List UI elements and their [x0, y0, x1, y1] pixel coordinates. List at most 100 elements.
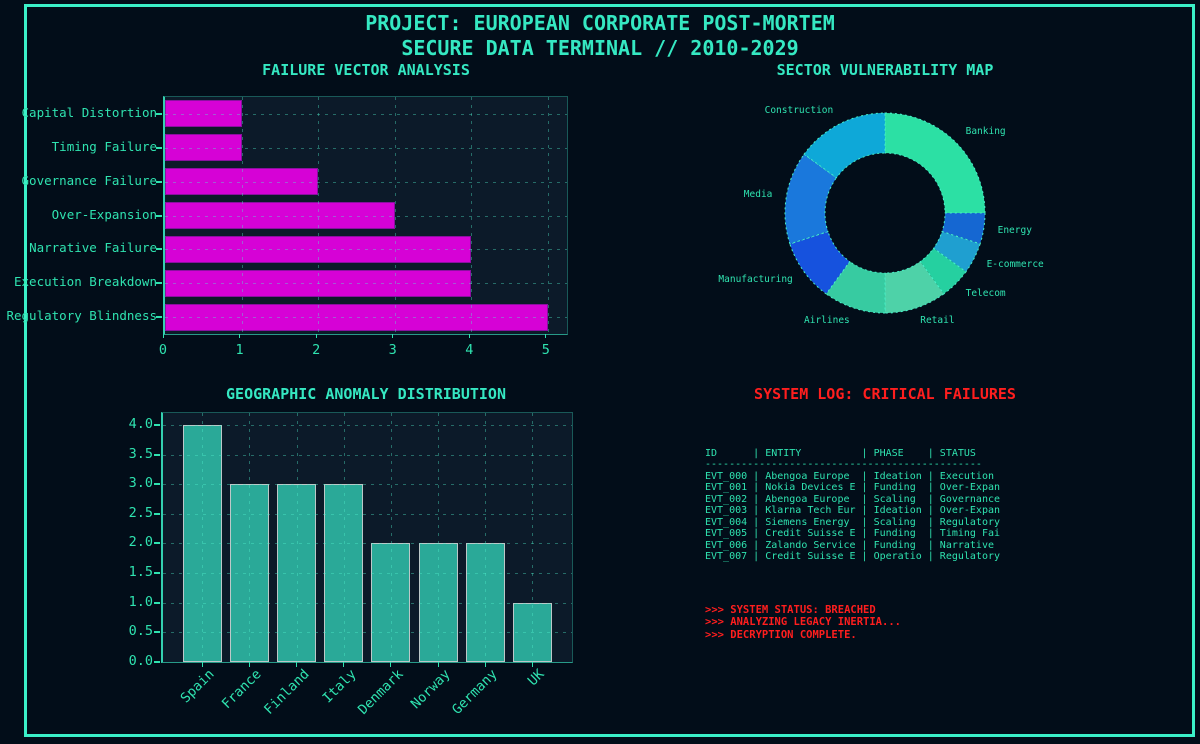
geo-chart-title: GEOGRAPHIC ANOMALY DISTRIBUTION	[226, 385, 506, 403]
gridline-col-5	[438, 413, 440, 662]
gridline-x-3	[394, 97, 396, 334]
category-label-regulatory-blindness: Regulatory Blindness	[6, 308, 157, 324]
category-label-capital-distortion: Capital Distortion	[21, 104, 157, 120]
gridline-col-0	[202, 413, 204, 662]
y-tick-mark	[156, 248, 162, 251]
bar-spain	[182, 424, 222, 662]
geo-plot-area	[154, 412, 573, 667]
bar-timing-failure	[165, 134, 242, 162]
y-tick-mark	[156, 316, 162, 319]
y-tick-mark	[154, 453, 160, 456]
country-label-italy: Italy	[319, 666, 360, 707]
system-log-table: ID | ENTITY | PHASE | STATUS ------------…	[705, 448, 1000, 562]
y-tick-label-2-5: 2.5	[128, 504, 153, 521]
country-label-denmark: Denmark	[355, 666, 407, 718]
y-tick-mark	[154, 512, 160, 515]
gridline-y-3.5	[163, 454, 572, 456]
category-label-timing-failure: Timing Failure	[51, 138, 157, 154]
log-row-evt-000: EVT_000 | Abengoa Europe | Ideation | Ex…	[705, 470, 994, 482]
x-tick-label-4: 4	[465, 342, 474, 358]
bar-over-expansion	[165, 202, 395, 229]
country-label-finland: Finland	[260, 666, 313, 718]
slice-manufacturing	[789, 230, 851, 295]
y-tick-label-3-5: 3.5	[128, 445, 153, 462]
y-tick-label-0: 0.0	[128, 653, 153, 669]
x-tick-mark	[315, 334, 317, 338]
log-row-evt-007: EVT_007 | Credit Suisse E | Operatio | R…	[705, 550, 1001, 562]
x-tick-mark	[201, 662, 203, 667]
y-tick-mark	[154, 572, 160, 575]
x-tick-mark	[468, 334, 470, 338]
bar-denmark	[371, 543, 411, 662]
log-row-evt-005: EVT_005 | Credit Suisse E | Funding | Ti…	[705, 528, 1001, 540]
y-tick-mark	[156, 214, 162, 217]
x-tick-mark	[248, 662, 250, 667]
y-tick-mark	[154, 423, 160, 426]
x-tick-mark	[531, 662, 533, 667]
bar-narrative-failure	[165, 235, 472, 263]
gridline-row-2	[165, 181, 567, 183]
x-tick-mark	[296, 662, 298, 667]
slice-retail	[884, 260, 945, 314]
y-tick-mark	[154, 631, 160, 634]
failure-chart-x-axis: 0 1 2 3 4 5	[159, 334, 565, 362]
status-line-1: >>> ANALYZING LEGACY INERTIA...	[705, 616, 901, 629]
country-label-norway: Norway	[407, 666, 454, 713]
y-tick-mark	[156, 146, 162, 149]
x-tick-mark	[392, 334, 394, 338]
failure-vector-plot-area	[156, 96, 568, 335]
gridline-y-1.5	[163, 573, 572, 575]
gridline-y-2	[163, 543, 572, 545]
gridline-x-5	[547, 97, 549, 334]
y-tick-mark	[154, 601, 160, 604]
y-tick-mark	[154, 542, 160, 545]
x-tick-label-3: 3	[388, 342, 397, 358]
bar-italy	[324, 484, 364, 662]
x-tick-mark	[484, 662, 486, 667]
category-label-governance-failure: Governance Failure	[21, 172, 157, 188]
gridline-row-0	[165, 113, 567, 115]
gridline-col-3	[343, 413, 345, 662]
gridline-x-4	[471, 97, 473, 334]
gridline-row-6	[165, 317, 567, 319]
failure-chart-title: FAILURE VECTOR ANALYSIS	[262, 61, 470, 79]
country-label-spain: Spain	[177, 666, 218, 707]
gridline-row-1	[165, 147, 567, 149]
y-tick-label-2: 2.0	[128, 534, 153, 551]
bar-norway	[418, 543, 458, 662]
bar-france	[229, 484, 269, 662]
slice-media	[784, 153, 838, 245]
category-label-execution-breakdown: Execution Breakdown	[14, 274, 157, 290]
slice-label-airlines: Airlines	[804, 315, 850, 327]
gridline-x-2	[318, 97, 320, 334]
y-tick-label-3: 3.0	[128, 475, 153, 492]
log-table-separator: ----------------------------------------…	[705, 459, 982, 471]
y-tick-label-1-5: 1.5	[128, 564, 153, 581]
slice-construction	[803, 112, 886, 179]
bar-finland	[277, 484, 317, 662]
x-tick-mark	[162, 334, 164, 338]
gridline-x-1	[241, 97, 243, 334]
y-tick-mark	[156, 282, 162, 285]
y-tick-label-4: 4.0	[128, 415, 153, 432]
gridline-col-1	[249, 413, 251, 662]
slice-label-banking: Banking	[965, 126, 1006, 138]
gridline-col-4	[390, 413, 392, 662]
subtitle: SECURE DATA TERMINAL // 2010-2029	[401, 36, 799, 60]
x-tick-label-0: 0	[158, 342, 168, 358]
gridline-row-5	[165, 283, 567, 285]
x-tick-mark	[437, 662, 439, 667]
x-tick-mark	[390, 662, 392, 667]
gridline-y-1	[163, 602, 572, 604]
x-tick-mark	[545, 334, 547, 338]
slice-label-media: Media	[743, 189, 773, 201]
country-label-germany: Germany	[449, 666, 501, 718]
gridline-row-4	[165, 249, 567, 251]
x-tick-mark	[239, 334, 241, 338]
log-table-header: ID | ENTITY | PHASE | STATUS	[705, 448, 976, 459]
slice-label-e-commerce: E-commerce	[986, 258, 1044, 270]
x-tick-label-5: 5	[541, 342, 550, 358]
gridline-col-7	[532, 413, 534, 662]
slice-label-manufacturing: Manufacturing	[718, 274, 793, 285]
